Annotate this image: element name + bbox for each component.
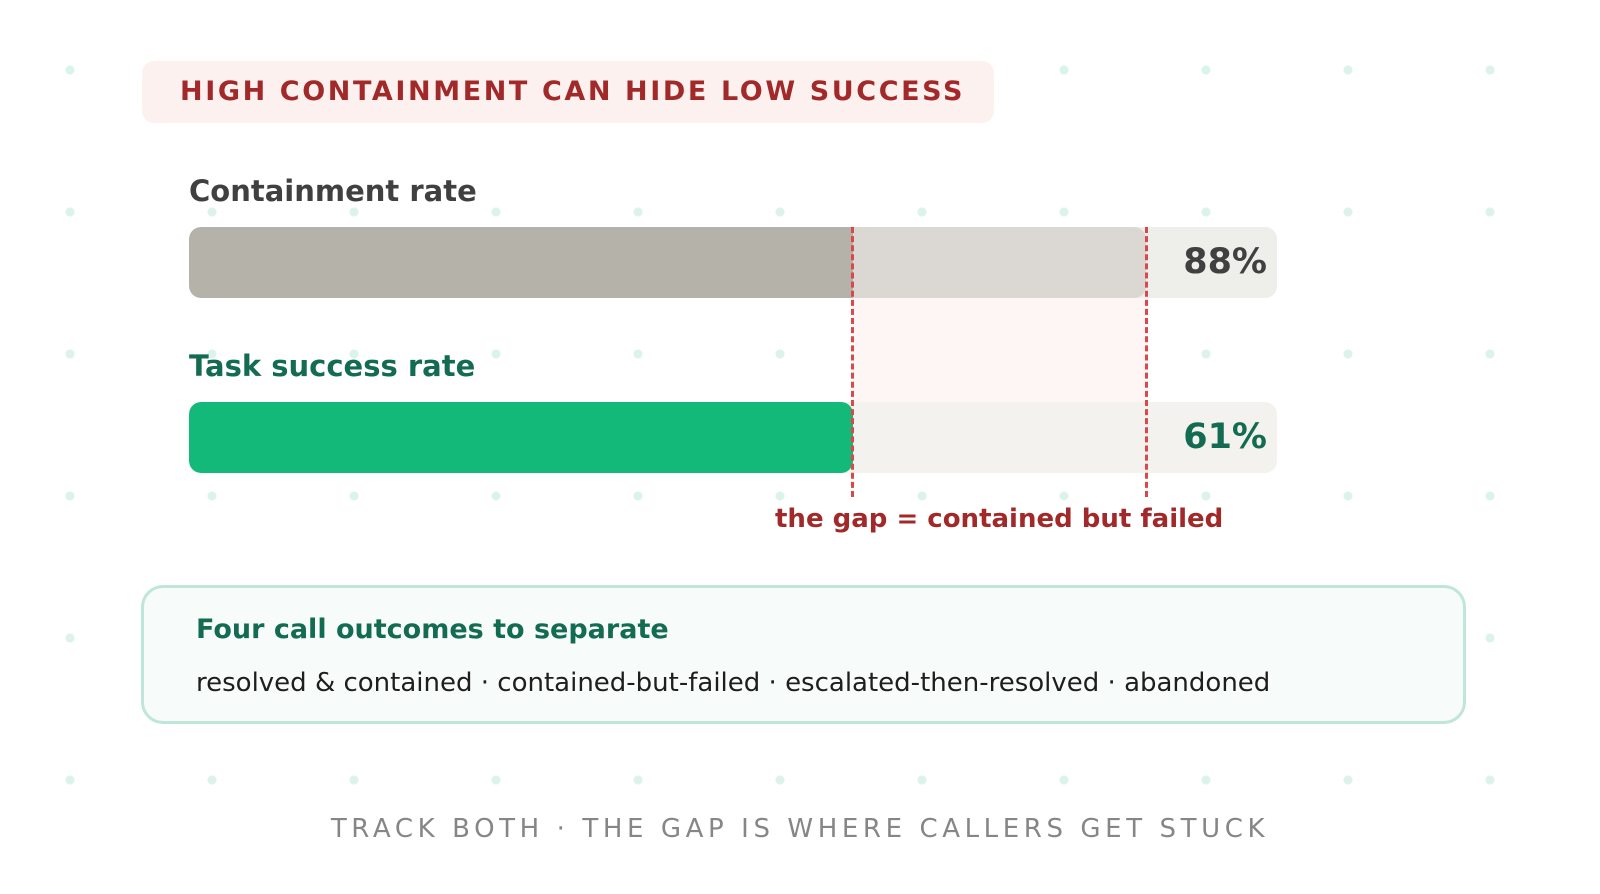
call-outcomes-card: Four call outcomes to separate resolved … xyxy=(141,585,1466,724)
containment-rate-value: 88% xyxy=(1183,242,1267,282)
containment-overlap-segment xyxy=(189,227,853,298)
call-outcomes-list: resolved & contained · contained-but-fai… xyxy=(196,668,1271,698)
task-success-rate-track: 61% xyxy=(189,402,1277,473)
gap-end-line xyxy=(1144,227,1148,497)
headline-banner: HIGH CONTAINMENT CAN HIDE LOW SUCCESS xyxy=(142,61,994,123)
gap-start-line xyxy=(851,227,855,497)
headline-text: HIGH CONTAINMENT CAN HIDE LOW SUCCESS xyxy=(180,76,966,107)
containment-rate-track: 88% xyxy=(189,227,1277,298)
task-success-rate-bar xyxy=(189,402,853,473)
gap-caption: the gap = contained but failed xyxy=(775,504,1224,534)
gap-shaded-region xyxy=(852,298,1147,402)
task-success-rate-value: 61% xyxy=(1183,417,1267,457)
containment-rate-label: Containment rate xyxy=(189,174,477,208)
task-success-rate-label: Task success rate xyxy=(189,349,476,383)
call-outcomes-title: Four call outcomes to separate xyxy=(196,614,669,645)
footer-tagline: TRACK BOTH · THE GAP IS WHERE CALLERS GE… xyxy=(330,814,1270,844)
